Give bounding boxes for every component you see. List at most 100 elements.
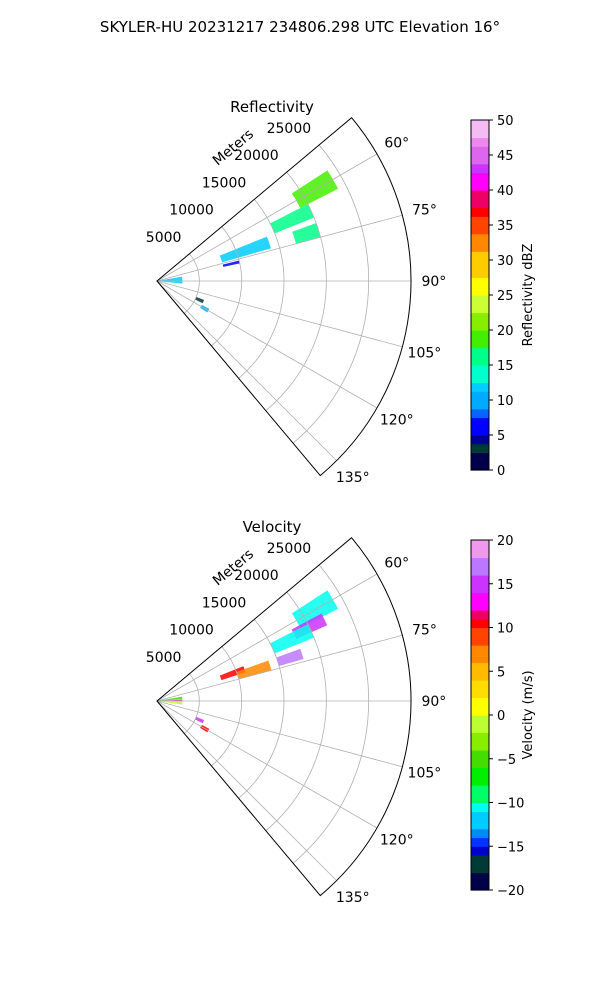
colorbar-segment — [471, 627, 489, 637]
colorbar-segment — [471, 382, 489, 392]
colorbar-segment — [471, 452, 489, 462]
colorbar-tick-label: 40 — [497, 184, 514, 199]
echo-region-5 — [222, 260, 240, 267]
azimuth-spoke-4 — [156, 700, 378, 829]
colorbar-segment — [471, 548, 489, 559]
colorbar-segment — [471, 767, 489, 777]
colorbar-segment — [471, 163, 489, 174]
range-ring-2 — [238, 619, 285, 799]
echo-region-8 — [157, 701, 183, 705]
range-ring-3 — [265, 591, 327, 832]
colorbar-segment — [471, 785, 489, 795]
echo-region-2 — [219, 236, 271, 263]
colorbar-segment — [471, 645, 489, 655]
colorbar-segment — [471, 575, 489, 585]
colorbar-tick-label: −10 — [497, 797, 524, 812]
colorbar-segment — [471, 872, 489, 882]
colorbar-segment — [471, 741, 489, 751]
colorbar-segment — [471, 330, 489, 340]
azimuth-tick-label: 135° — [336, 470, 370, 486]
colorbar-tick-label: −20 — [497, 884, 524, 899]
colorbar-segment — [471, 198, 489, 209]
colorbar-tick-label: 50 — [497, 114, 514, 129]
colorbar-segment — [471, 662, 489, 672]
colorbar-segment — [471, 365, 489, 375]
colorbar-segment — [471, 172, 489, 182]
colorbar-tick-label: 5 — [497, 665, 505, 680]
colorbar-segment — [471, 400, 489, 410]
colorbar-segment — [471, 251, 489, 261]
colorbar-segment — [471, 802, 489, 812]
echo-region-4 — [236, 660, 272, 680]
azimuth-spoke-1 — [156, 214, 403, 282]
colorbar-segment — [471, 146, 489, 156]
panel-title: Reflectivity — [230, 98, 314, 116]
colorbar-tick-label: 10 — [497, 622, 514, 637]
colorbar-tick-label: 5 — [497, 429, 505, 444]
colorbar-segment — [471, 715, 489, 725]
echo-region-6 — [157, 696, 183, 701]
echo-region-1 — [270, 204, 314, 234]
colorbar-segment — [471, 863, 489, 874]
echo-region-0 — [291, 590, 339, 628]
colorbar-segment — [471, 688, 489, 699]
range-tick-label: 10000 — [169, 623, 214, 639]
colorbar-segment — [471, 820, 489, 830]
range-ring-4 — [292, 564, 370, 864]
echo-region-0 — [291, 170, 339, 208]
colorbar-segment — [471, 312, 489, 322]
colorbar-segment — [471, 540, 489, 550]
echo-region-3 — [219, 666, 246, 681]
colorbar-tick-label: 0 — [497, 709, 505, 724]
azimuth-spoke-5 — [156, 700, 337, 881]
colorbar-segment — [471, 776, 489, 786]
colorbar-segment — [471, 610, 489, 620]
azimuth-spoke-0 — [156, 153, 378, 282]
colorbar-tick-label: 45 — [497, 149, 514, 164]
colorbar-segment — [471, 347, 489, 357]
colorbar-segment — [471, 566, 489, 576]
colorbar-segment — [471, 881, 489, 891]
colorbar-segment — [471, 443, 489, 454]
sector-outline — [156, 537, 412, 897]
colorbar-segment — [471, 128, 489, 139]
colorbar-tick-label: 15 — [497, 578, 514, 593]
colorbar-label: Velocity (m/s) — [521, 670, 536, 759]
colorbar-segment — [471, 750, 489, 760]
colorbar-tick-label: 20 — [497, 534, 514, 549]
colorbar-segment — [471, 680, 489, 690]
azimuth-spoke-4 — [156, 280, 378, 409]
colorbar-segment — [471, 461, 489, 471]
colorbar-segment — [471, 260, 489, 270]
colorbar-segment — [471, 233, 489, 244]
azimuth-tick-label: 135° — [336, 890, 370, 906]
colorbar-tick-label: 25 — [497, 289, 514, 304]
colorbar-segment — [471, 732, 489, 742]
colorbar-segment — [471, 583, 489, 594]
sector-outline — [156, 117, 412, 477]
echo-region-5 — [276, 648, 304, 666]
colorbar-segment — [471, 671, 489, 681]
colorbar-segment — [471, 120, 489, 130]
colorbar-segment — [471, 321, 489, 331]
colorbar-segment — [471, 846, 489, 856]
colorbar-tick-label: 20 — [497, 324, 514, 339]
panel-title: Velocity — [243, 518, 302, 536]
colorbar-tick-label: 35 — [497, 219, 514, 234]
colorbar-segment — [471, 811, 489, 821]
colorbar-segment — [471, 137, 489, 147]
range-tick-label: 15000 — [202, 175, 247, 191]
colorbar-segment — [471, 426, 489, 436]
colorbar-segment — [471, 435, 489, 445]
colorbar-segment — [471, 828, 489, 839]
azimuth-tick-label: 75° — [412, 622, 437, 638]
range-tick-label: 25000 — [267, 541, 312, 557]
azimuth-tick-label: 120° — [380, 412, 414, 428]
colorbar-segment — [471, 723, 489, 734]
echo-region-6 — [195, 296, 205, 304]
range-tick-label: 10000 — [169, 203, 214, 219]
colorbar-segment — [471, 338, 489, 349]
colorbar-segment — [471, 697, 489, 707]
